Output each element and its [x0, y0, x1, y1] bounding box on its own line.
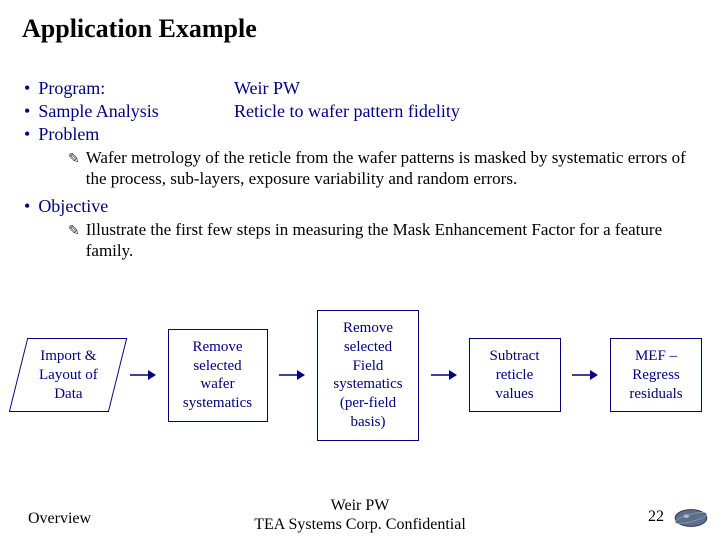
pencil-icon: ✎: [68, 223, 80, 240]
flow-arrow-icon: [128, 367, 158, 383]
footer-confidential: TEA Systems Corp. Confidential: [254, 515, 466, 534]
flow-arrow-icon: [429, 367, 459, 383]
bullet-label: Objective: [38, 196, 108, 217]
bullet-row-sample: • Sample Analysis Reticle to wafer patte…: [24, 101, 696, 122]
company-logo-icon: [672, 504, 710, 532]
bullet-value: Reticle to wafer pattern fidelity: [234, 101, 460, 122]
flow-node: Removeselectedwafersystematics: [168, 329, 268, 422]
bullet-value: Weir PW: [234, 78, 300, 99]
bullet-label: Sample Analysis: [38, 101, 159, 122]
flow-node: Subtractreticlevalues: [469, 338, 561, 412]
flow-node-label: Import &Layout ofData: [39, 347, 98, 403]
flow-node-label: MEF –Regressresiduals: [629, 348, 682, 402]
flow-arrow-icon: [277, 367, 307, 383]
flow-node: RemoveselectedFieldsystematics(per-field…: [317, 310, 419, 441]
bullet-label: Problem: [38, 124, 99, 145]
bullet-dot-icon: •: [24, 102, 30, 120]
bullet-row-objective: • Objective: [24, 196, 696, 217]
sub-bullet-objective: ✎ Illustrate the first few steps in meas…: [68, 219, 696, 262]
pencil-icon: ✎: [68, 151, 80, 168]
bullet-dot-icon: •: [24, 125, 30, 143]
flow-node: MEF –Regressresiduals: [610, 338, 702, 412]
bullet-row-problem: • Problem: [24, 124, 696, 145]
sub-text: Illustrate the first few steps in measur…: [86, 219, 696, 262]
slide-title: Application Example: [22, 14, 257, 44]
bullet-dot-icon: •: [24, 197, 30, 215]
bullet-label: Program:: [38, 78, 105, 99]
flowchart: Import &Layout ofData Removeselectedwafer…: [18, 310, 702, 441]
footer-product: Weir PW: [254, 496, 466, 515]
flow-node: Import &Layout ofData: [9, 338, 128, 412]
flow-arrow-icon: [570, 367, 600, 383]
flow-node-label: Removeselectedwafersystematics: [183, 339, 252, 411]
bullet-dot-icon: •: [24, 79, 30, 97]
sub-text: Wafer metrology of the reticle from the …: [86, 147, 696, 190]
sub-bullet-problem: ✎ Wafer metrology of the reticle from th…: [68, 147, 696, 190]
flow-node-label: Subtractreticlevalues: [490, 348, 540, 402]
bullet-row-program: • Program: Weir PW: [24, 78, 696, 99]
footer-center: Weir PW TEA Systems Corp. Confidential: [254, 496, 466, 534]
content-area: • Program: Weir PW • Sample Analysis Ret…: [24, 78, 696, 267]
footer-section-label: Overview: [28, 510, 91, 528]
page-number: 22: [648, 508, 664, 526]
flow-node-label: RemoveselectedFieldsystematics(per-field…: [333, 320, 402, 430]
